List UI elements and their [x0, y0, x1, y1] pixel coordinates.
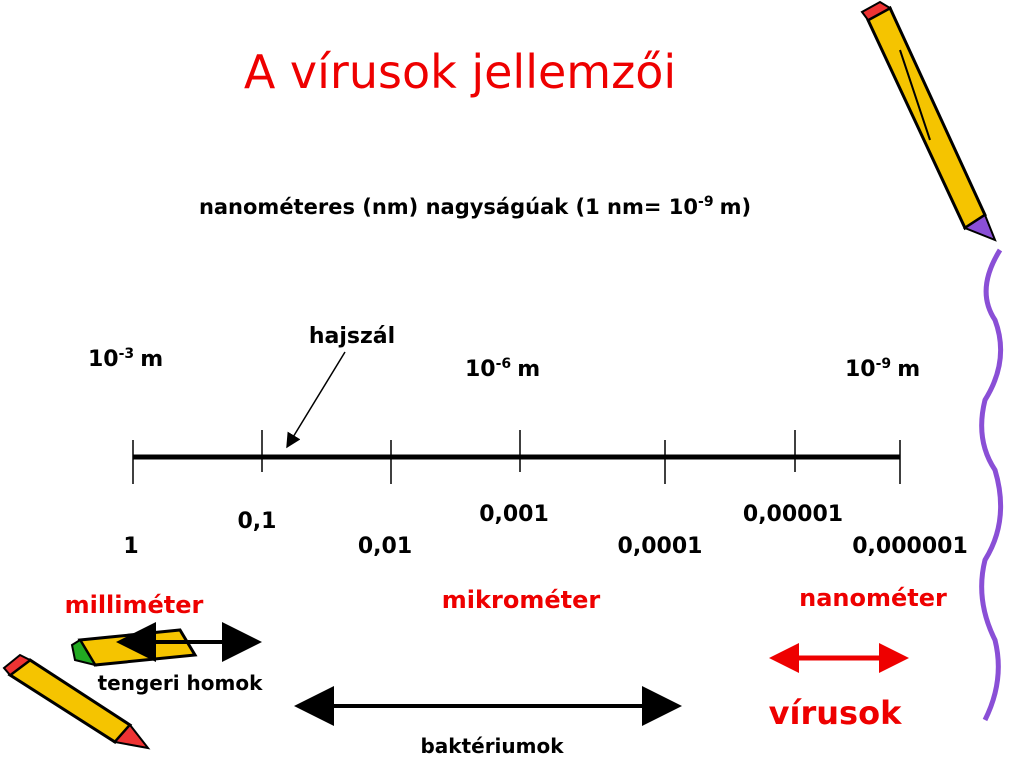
superscript: -9 [698, 194, 714, 210]
unit: m [897, 357, 920, 382]
tick-label: 0,0001 [618, 534, 703, 559]
base: 10 [845, 357, 876, 382]
subtitle: nanométeres (nm) nagyságúak (1 nm= 10-9 m… [199, 194, 751, 219]
tick-label: 0,001 [479, 502, 549, 527]
unit-label: milliméter [65, 591, 204, 619]
superscript: -6 [496, 356, 512, 372]
power-label: 10-3 m [88, 346, 163, 372]
tick-label: 0,1 [238, 509, 277, 534]
power-label: 10-6 m [465, 356, 540, 382]
unit: m) [720, 195, 751, 219]
unit: m [517, 357, 540, 382]
superscript: -3 [119, 346, 135, 362]
range-label: tengeri homok [98, 671, 263, 695]
tick-label: 1 [123, 534, 138, 559]
range-label: vírusok [769, 694, 902, 732]
base: 10 [465, 357, 496, 382]
base: 10 [88, 347, 119, 372]
tick-label: 0,000001 [852, 534, 968, 559]
superscript: -9 [876, 356, 892, 372]
unit-label: nanométer [799, 584, 947, 612]
range-label: baktériumok [420, 734, 564, 758]
subtitle-text: nanométeres (nm) nagyságúak (1 nm= 10 [199, 195, 698, 219]
tick-label: 0,01 [358, 534, 412, 559]
power-label: 10-9 m [845, 356, 920, 382]
unit-label: mikrométer [442, 586, 601, 614]
title: A vírusok jellemzői [244, 45, 676, 99]
pencil-icon [860, 0, 997, 242]
unit: m [140, 347, 163, 372]
pointer-arrow [286, 351, 346, 449]
tick-label: 0,00001 [743, 502, 843, 527]
pointer-label: hajszál [309, 324, 395, 349]
decor-border [979, 248, 1004, 722]
